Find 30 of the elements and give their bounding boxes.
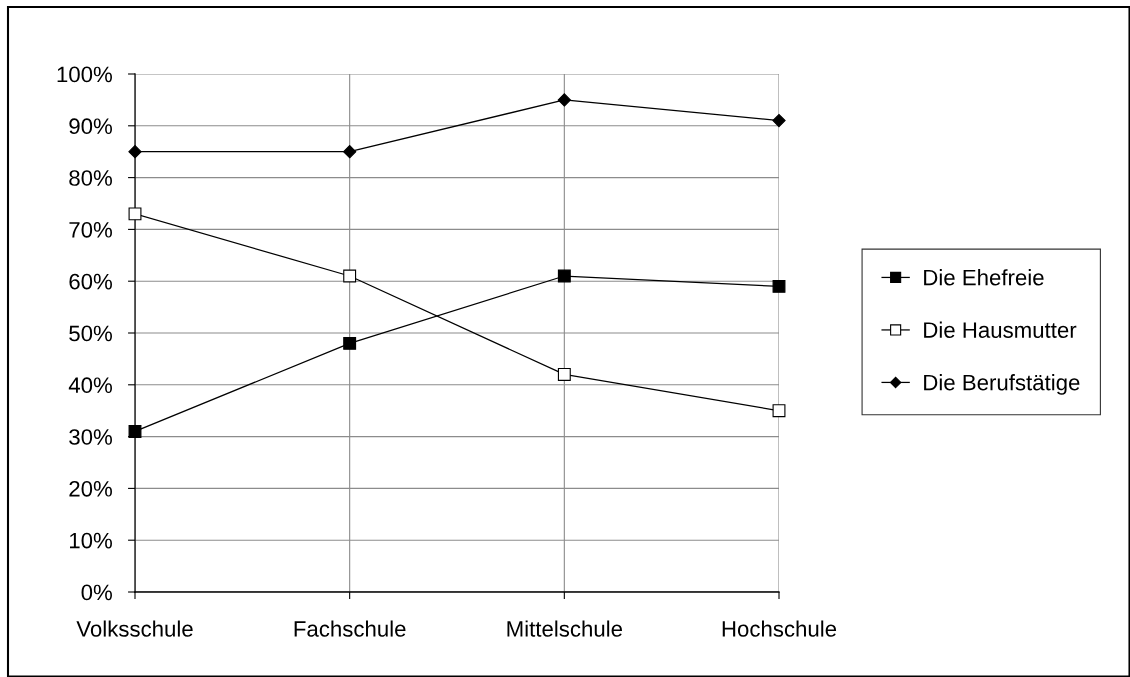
point <box>128 145 142 159</box>
y-tick-label: 60% <box>69 273 112 290</box>
legend-label: Die Hausmutter <box>924 321 1077 338</box>
point <box>128 207 142 221</box>
point <box>343 269 357 283</box>
y-tick-label: 80% <box>69 170 112 186</box>
point <box>772 279 786 293</box>
point <box>772 404 786 418</box>
point <box>772 113 786 128</box>
y-tick-label: 0% <box>81 584 112 601</box>
x-tick-label: Fachschule <box>294 620 406 637</box>
point <box>557 269 571 283</box>
y-tick-label: 90% <box>69 118 112 135</box>
legend-label: Die Berufstätige <box>924 374 1080 395</box>
x-tick-label: Hochschule <box>722 620 837 637</box>
y-tick-label: 30% <box>69 429 112 445</box>
x-tick-label: Mittelschule <box>507 620 623 637</box>
point <box>343 145 357 159</box>
y-tick-label: 100% <box>57 66 112 83</box>
y-tick-label: 50% <box>69 325 112 342</box>
point <box>557 367 571 381</box>
x-tick-label: Volksschule <box>76 620 193 637</box>
y-tick-label: 40% <box>68 377 112 394</box>
y-tick-label: 70% <box>69 221 112 238</box>
point <box>128 424 142 438</box>
point <box>343 336 357 350</box>
point <box>557 93 571 107</box>
y-tick-label: 10% <box>70 532 112 549</box>
y-tick-label: 20% <box>69 480 112 497</box>
legend-label: Die Ehefreie <box>924 269 1044 286</box>
